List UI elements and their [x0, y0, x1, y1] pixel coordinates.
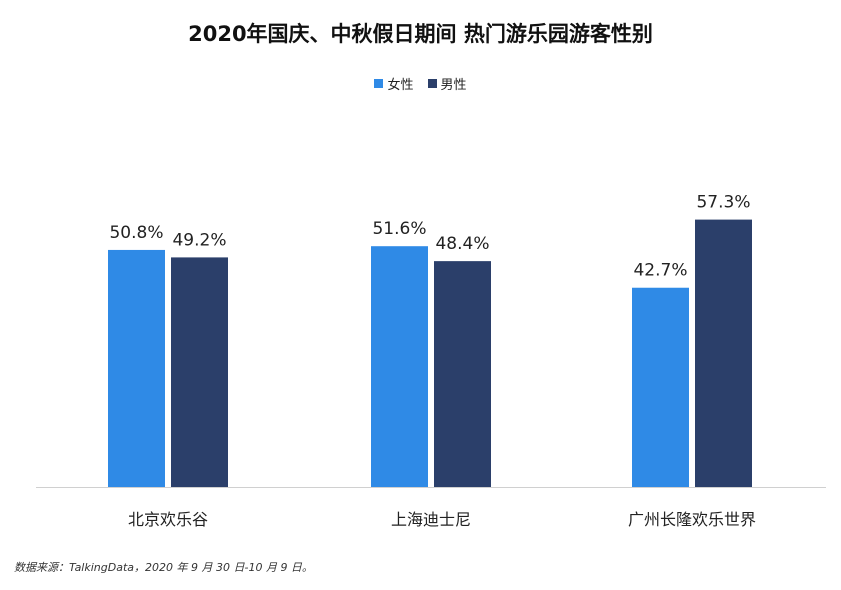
legend-label-female: 女性: [387, 78, 414, 93]
data-label-female-2: 42.7%: [633, 261, 687, 281]
x-tick-label-2: 广州长隆欢乐世界: [628, 510, 756, 529]
bar-female-0: [108, 249, 165, 487]
data-label-female-0: 50.8%: [109, 223, 163, 243]
legend-swatch-male: [427, 79, 437, 88]
data-label-male-2: 57.3%: [696, 193, 750, 213]
source-note: 数据来源：TalkingData，2020 年 9 月 30 日-10 月 9 …: [14, 561, 313, 574]
bar-male-2: [695, 219, 752, 487]
legend-swatch-female: [374, 79, 384, 88]
bar-male-1: [434, 261, 491, 487]
chart-title: 2020年国庆、中秋假日期间 热门游乐园游客性别: [188, 22, 653, 46]
legend-label-male: 男性: [440, 78, 467, 93]
x-tick-label-0: 北京欢乐谷: [128, 510, 208, 529]
legend: 女性 男性: [0, 74, 841, 93]
legend-item-male: 男性: [427, 74, 467, 93]
data-label-male-0: 49.2%: [172, 230, 226, 250]
x-tick-label-1: 上海迪士尼: [391, 510, 471, 529]
bar-female-1: [371, 246, 428, 487]
bar-male-0: [171, 257, 228, 487]
bar-female-2: [632, 287, 689, 487]
legend-item-female: 女性: [374, 74, 414, 93]
data-label-female-1: 51.6%: [372, 219, 426, 239]
data-label-male-1: 48.4%: [435, 234, 489, 254]
